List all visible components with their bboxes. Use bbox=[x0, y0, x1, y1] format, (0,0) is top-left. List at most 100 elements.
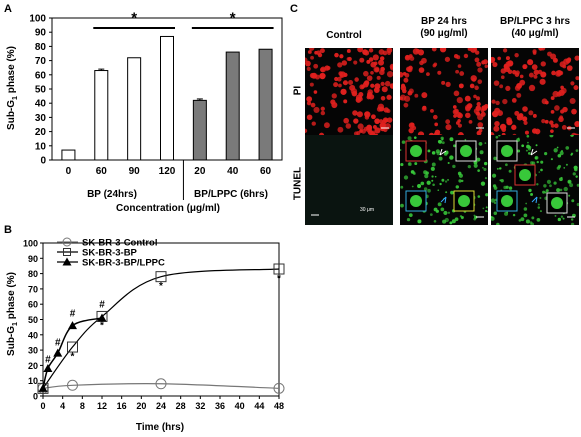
scale-bar-label: 30 μm bbox=[360, 207, 374, 213]
tunel-signal bbox=[554, 215, 557, 217]
pi-nucleus bbox=[310, 102, 316, 108]
annotation-mark: # bbox=[70, 308, 76, 319]
pi-nucleus bbox=[559, 115, 563, 120]
pi-nucleus bbox=[465, 112, 471, 119]
pi-nucleus bbox=[453, 90, 460, 97]
pi-nucleus bbox=[491, 99, 496, 104]
tunel-signal bbox=[560, 149, 564, 153]
x-tick-label: 60 bbox=[260, 166, 272, 177]
marker-triangle bbox=[68, 321, 77, 330]
tunel-signal bbox=[553, 181, 557, 185]
tunel-signal bbox=[431, 162, 436, 167]
tunel-signal bbox=[441, 138, 444, 141]
pi-nucleus bbox=[419, 60, 424, 66]
pi-nucleus bbox=[434, 122, 439, 127]
bar-group-label-bp: BP (24hrs) bbox=[87, 189, 137, 200]
pi-nucleus bbox=[342, 80, 349, 86]
y-tick-label: 70 bbox=[35, 56, 47, 67]
tunel-signal bbox=[427, 188, 431, 193]
pi-nucleus bbox=[319, 72, 326, 80]
pi-nucleus bbox=[313, 90, 318, 94]
tunel-signal bbox=[461, 179, 464, 183]
pi-nucleus bbox=[339, 54, 344, 59]
pi-nucleus bbox=[464, 104, 472, 111]
pi-nucleus bbox=[544, 100, 549, 105]
pi-nucleus bbox=[309, 48, 315, 51]
pi-nucleus bbox=[457, 123, 462, 128]
pi-nucleus bbox=[444, 56, 451, 62]
inset-cell bbox=[501, 145, 513, 157]
tunel-signal bbox=[491, 198, 496, 203]
pi-nucleus bbox=[306, 66, 311, 71]
tunel-signal bbox=[427, 149, 431, 153]
pi-nucleus bbox=[368, 48, 374, 53]
tunel-signal bbox=[534, 155, 539, 160]
panel-a-label: A bbox=[4, 3, 12, 15]
pi-nucleus bbox=[477, 122, 484, 128]
y-tick-label: 20 bbox=[28, 361, 38, 371]
pi-nucleus bbox=[364, 115, 370, 120]
pi-nucleus bbox=[445, 124, 452, 131]
pi-nucleus bbox=[540, 71, 547, 78]
bar-chart: Sub-G1 phase (%) BP (24hrs) BP/LPPC (6hr… bbox=[6, 9, 283, 214]
tunel-signal bbox=[539, 210, 542, 213]
pi-nucleus bbox=[552, 90, 559, 98]
tunel-signal bbox=[576, 202, 579, 207]
pi-nucleus bbox=[405, 66, 412, 72]
pi-nucleus bbox=[477, 67, 483, 73]
pi-nucleus bbox=[476, 61, 482, 67]
tunel-signal bbox=[407, 136, 412, 141]
pi-nucleus bbox=[573, 85, 579, 91]
pi-nucleus bbox=[404, 72, 410, 78]
pi-nucleus bbox=[516, 92, 522, 98]
tunel-signal bbox=[539, 196, 542, 200]
tunel-signal bbox=[484, 177, 488, 180]
tunel-signal bbox=[454, 217, 459, 222]
pi-nucleus bbox=[333, 82, 339, 88]
tunel-signal bbox=[477, 169, 480, 172]
pi-nucleus bbox=[359, 57, 365, 63]
tunel-signal bbox=[479, 150, 484, 155]
pi-nucleus bbox=[437, 70, 442, 75]
tunel-signal bbox=[560, 215, 564, 218]
arrow-icon bbox=[530, 148, 538, 156]
pi-nucleus bbox=[464, 95, 471, 102]
tunel-signal bbox=[437, 202, 442, 207]
tunel-signal bbox=[443, 210, 448, 216]
tunel-signal bbox=[528, 145, 532, 149]
y-tick-label: 50 bbox=[35, 85, 47, 96]
tunel-signal bbox=[559, 188, 563, 192]
tunel-signal bbox=[536, 183, 539, 186]
bar bbox=[94, 70, 109, 161]
tunel-signal bbox=[444, 217, 449, 223]
pi-nucleus bbox=[474, 85, 479, 91]
tunel-signal bbox=[440, 207, 445, 212]
y-tick-label: 30 bbox=[35, 113, 47, 124]
pi-nucleus bbox=[441, 80, 446, 85]
pi-nucleus bbox=[387, 51, 391, 55]
pi-nucleus bbox=[505, 56, 510, 61]
pi-nucleus bbox=[334, 52, 339, 58]
pi-nucleus bbox=[514, 85, 521, 91]
tunel-signal bbox=[482, 166, 484, 169]
pi-nucleus bbox=[414, 93, 419, 98]
pi-nucleus bbox=[380, 95, 386, 101]
x-tick-label: 16 bbox=[117, 401, 127, 411]
tunel-signal bbox=[424, 173, 429, 179]
pi-nucleus bbox=[409, 56, 415, 61]
tunel-signal bbox=[540, 160, 544, 164]
pi-nucleus bbox=[340, 88, 347, 95]
tunel-signal bbox=[464, 138, 467, 141]
pi-nucleus bbox=[519, 74, 524, 79]
pi-nucleus bbox=[511, 124, 517, 130]
tunel-signal bbox=[430, 166, 435, 171]
bar bbox=[61, 149, 76, 161]
tunel-signal bbox=[435, 209, 439, 213]
bar-chart-xlabel: Concentration (μg/ml) bbox=[116, 203, 220, 214]
pi-nucleus bbox=[473, 94, 477, 99]
tunel-signal bbox=[535, 144, 538, 147]
pi-nucleus bbox=[474, 57, 480, 63]
marker-triangle bbox=[53, 348, 63, 357]
tunel-signal bbox=[417, 219, 422, 224]
micrograph-background bbox=[400, 48, 488, 138]
